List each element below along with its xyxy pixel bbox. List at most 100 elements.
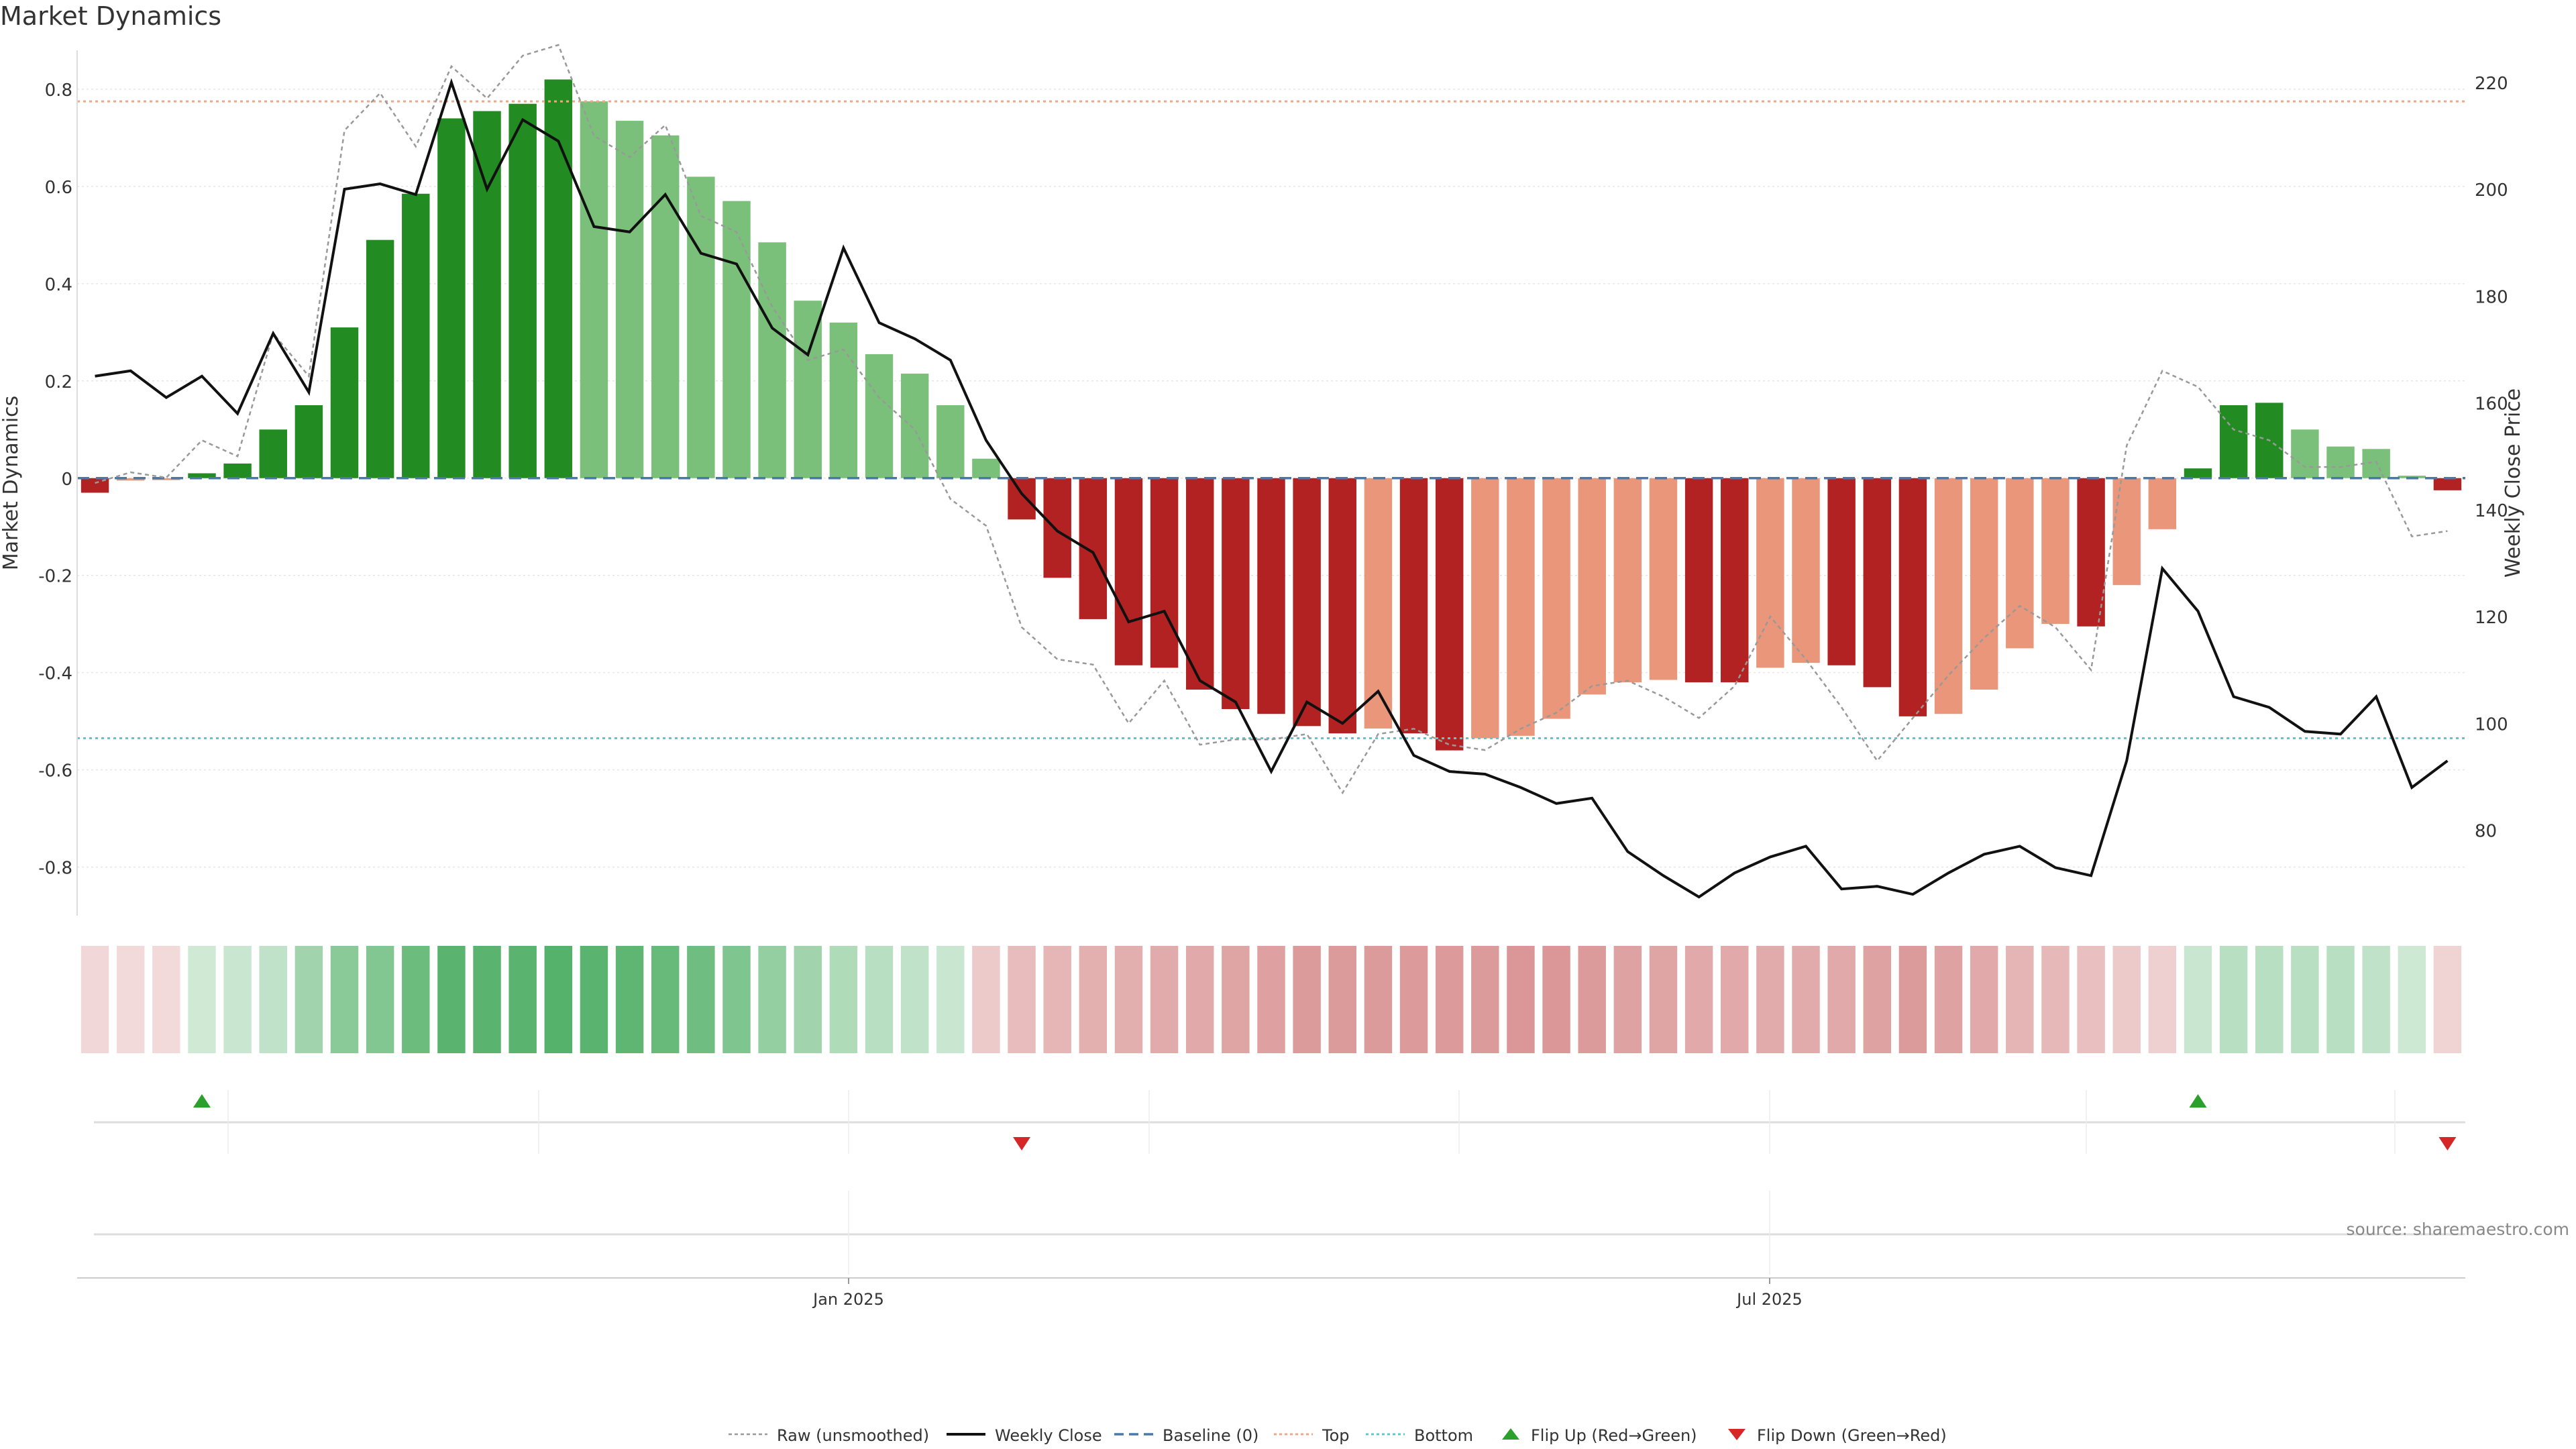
momentum-bar — [1435, 478, 1464, 751]
strip-cell — [2433, 946, 2462, 1053]
strip-cell — [1756, 946, 1784, 1053]
strip-cell — [2077, 946, 2105, 1053]
momentum-bar — [865, 354, 894, 478]
y-tick-label: -0.6 — [38, 761, 72, 782]
y2-axis-label: Weekly Close Price — [2502, 388, 2525, 578]
strip-cell — [794, 946, 822, 1053]
strip-cell — [1257, 946, 1285, 1053]
y-tick-label: 0.4 — [45, 275, 72, 295]
legend: Raw (unsmoothed) Weekly Close Baseline (0)… — [729, 1426, 1947, 1445]
momentum-bar — [2398, 476, 2426, 478]
strip-cell — [2362, 946, 2390, 1053]
y2-tick-label: 100 — [2475, 714, 2508, 735]
momentum-bar — [2291, 429, 2319, 478]
strip-cell — [972, 946, 1000, 1053]
strip-cell — [1827, 946, 1856, 1053]
flip-down-marker — [1013, 1137, 1031, 1150]
legend-label: Flip Up (Red→Green) — [1531, 1426, 1697, 1445]
flip-up-marker — [193, 1094, 211, 1108]
momentum-bar — [1970, 478, 1998, 690]
source-credit: source: sharemaestro.com — [2346, 1220, 2570, 1239]
momentum-bar — [1328, 478, 1356, 734]
momentum-bar — [1792, 478, 1820, 663]
strip-cell — [758, 946, 786, 1053]
momentum-bar — [651, 135, 680, 478]
price-lines — [95, 44, 2449, 899]
momentum-bar — [223, 464, 252, 478]
strip-cell — [1328, 946, 1356, 1053]
strip-cell — [1613, 946, 1642, 1053]
momentum-bar — [2077, 478, 2105, 627]
momentum-bar — [2006, 478, 2034, 649]
strip-cell — [259, 946, 287, 1053]
flip-up-marker — [2189, 1094, 2207, 1108]
strip-cell — [829, 946, 858, 1053]
y-tick-label: -0.2 — [38, 567, 72, 587]
y-tick-label: -0.8 — [38, 859, 72, 879]
x-tick-label: Jul 2025 — [1735, 1290, 1803, 1309]
legend-label: Top — [1322, 1426, 1350, 1445]
momentum-bar — [1008, 478, 1036, 520]
strip-cell — [722, 946, 751, 1053]
strip-cell — [508, 946, 537, 1053]
strip-cell — [1222, 946, 1250, 1053]
momentum-bar — [580, 101, 608, 478]
strip-cell — [1507, 946, 1535, 1053]
y2-tick-label: 140 — [2475, 501, 2508, 521]
momentum-bar — [1257, 478, 1285, 714]
strip-cell — [2041, 946, 2070, 1053]
momentum-bar — [2326, 446, 2355, 478]
momentum-bar — [829, 322, 858, 478]
strip-cell — [1399, 946, 1428, 1053]
y2-tick-label: 180 — [2475, 287, 2508, 307]
momentum-bar — [2219, 405, 2248, 478]
momentum-bar — [1934, 478, 1963, 714]
y2-tick-label: 80 — [2475, 822, 2497, 842]
y-tick-label: 0.8 — [45, 80, 72, 101]
strip-cell — [330, 946, 359, 1053]
momentum-bar — [330, 327, 359, 478]
strip-cell — [366, 946, 394, 1053]
momentum-bar — [1721, 478, 1749, 683]
strip-cell — [1079, 946, 1108, 1053]
momentum-bar — [508, 103, 537, 478]
strip-cell — [900, 946, 929, 1053]
strip-cell — [936, 946, 965, 1053]
momentum-bar — [1186, 478, 1214, 690]
strip-cell — [1721, 946, 1749, 1053]
momentum-bar — [900, 373, 929, 478]
momentum-bar — [294, 405, 323, 478]
momentum-bar — [1863, 478, 1892, 688]
strip-cell — [437, 946, 466, 1053]
y-axis-label: Market Dynamics — [0, 396, 23, 571]
strip-cell — [1898, 946, 1927, 1053]
legend-flip-up-icon — [1502, 1428, 1519, 1440]
strip-cell — [188, 946, 216, 1053]
momentum-bar — [1542, 478, 1570, 719]
strip-cell — [1792, 946, 1820, 1053]
momentum-bar — [1649, 478, 1678, 680]
flip-markers — [94, 1090, 2465, 1275]
strip-cell — [2112, 946, 2141, 1053]
weekly-close-line — [95, 78, 2449, 899]
momentum-bar — [2112, 478, 2141, 586]
momentum-bar — [80, 478, 109, 493]
momentum-bar — [1507, 478, 1535, 736]
momentum-bar — [615, 121, 644, 478]
momentum-bar — [1364, 478, 1393, 729]
legend-label: Bottom — [1414, 1426, 1473, 1445]
strip-cell — [1043, 946, 1071, 1053]
momentum-bar — [758, 242, 786, 478]
strip-cell — [2398, 946, 2426, 1053]
momentum-bar — [1756, 478, 1784, 668]
flip-down-marker — [2438, 1137, 2457, 1150]
momentum-bar — [116, 478, 145, 481]
strip-cell — [544, 946, 573, 1053]
y2-tick-label: 200 — [2475, 180, 2508, 201]
momentum-bar — [1043, 478, 1071, 578]
strip-cell — [1471, 946, 1499, 1053]
strip-cell — [1578, 946, 1606, 1053]
momentum-bars — [80, 79, 2462, 751]
strip-cell — [80, 946, 109, 1053]
strip-cell — [615, 946, 644, 1053]
